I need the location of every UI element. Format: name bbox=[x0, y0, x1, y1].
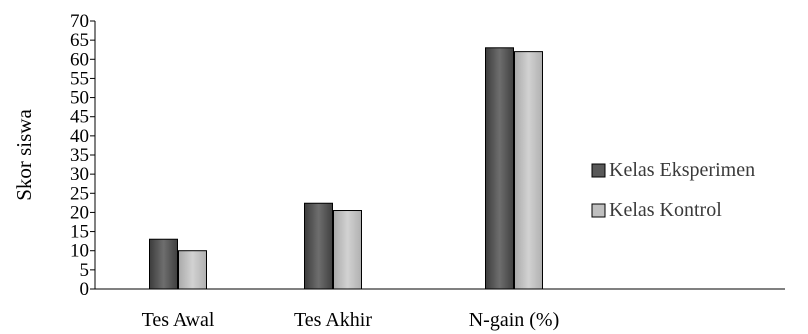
y-tick-label: 70 bbox=[70, 11, 89, 32]
x-tick-label: Tes Akhir bbox=[294, 309, 372, 331]
y-tick-label: 5 bbox=[80, 260, 90, 281]
y-tick-label: 55 bbox=[70, 68, 89, 89]
bar-eksperimen-1 bbox=[304, 202, 333, 290]
x-tick-label: Tes Awal bbox=[142, 309, 215, 331]
y-tick-label: 30 bbox=[70, 164, 89, 185]
legend-label: Kelas Eksperimen bbox=[609, 159, 755, 181]
legend-label: Kelas Kontrol bbox=[609, 199, 722, 221]
bar-eksperimen-2 bbox=[485, 47, 514, 290]
y-tick-label: 35 bbox=[70, 145, 89, 166]
y-tick-label: 50 bbox=[70, 88, 89, 109]
legend-swatch bbox=[591, 203, 606, 218]
y-tick-label: 0 bbox=[80, 279, 90, 300]
bars bbox=[149, 47, 543, 290]
bar-kontrol-2 bbox=[514, 51, 543, 290]
y-tick-label: 60 bbox=[70, 49, 89, 70]
y-tick-label: 65 bbox=[70, 30, 89, 51]
y-axis-title: Skor siswa bbox=[12, 109, 36, 201]
y-tick-label: 25 bbox=[70, 183, 89, 204]
bar-kontrol-1 bbox=[333, 210, 362, 290]
y-tick-label: 45 bbox=[70, 107, 89, 128]
bar-kontrol-0 bbox=[178, 250, 207, 290]
y-tick-label: 10 bbox=[70, 241, 89, 262]
x-tick-label: N-gain (%) bbox=[469, 309, 560, 331]
y-tick-label: 20 bbox=[70, 202, 89, 223]
y-tick-label: 15 bbox=[70, 222, 89, 243]
x-axis-labels: Tes Awal Tes Akhir N-gain (%) bbox=[142, 309, 560, 331]
legend: Kelas Eksperimen Kelas Kontrol bbox=[591, 159, 755, 221]
y-tick-label: 40 bbox=[70, 126, 89, 147]
legend-swatch bbox=[591, 163, 606, 178]
bar-eksperimen-0 bbox=[149, 238, 178, 290]
